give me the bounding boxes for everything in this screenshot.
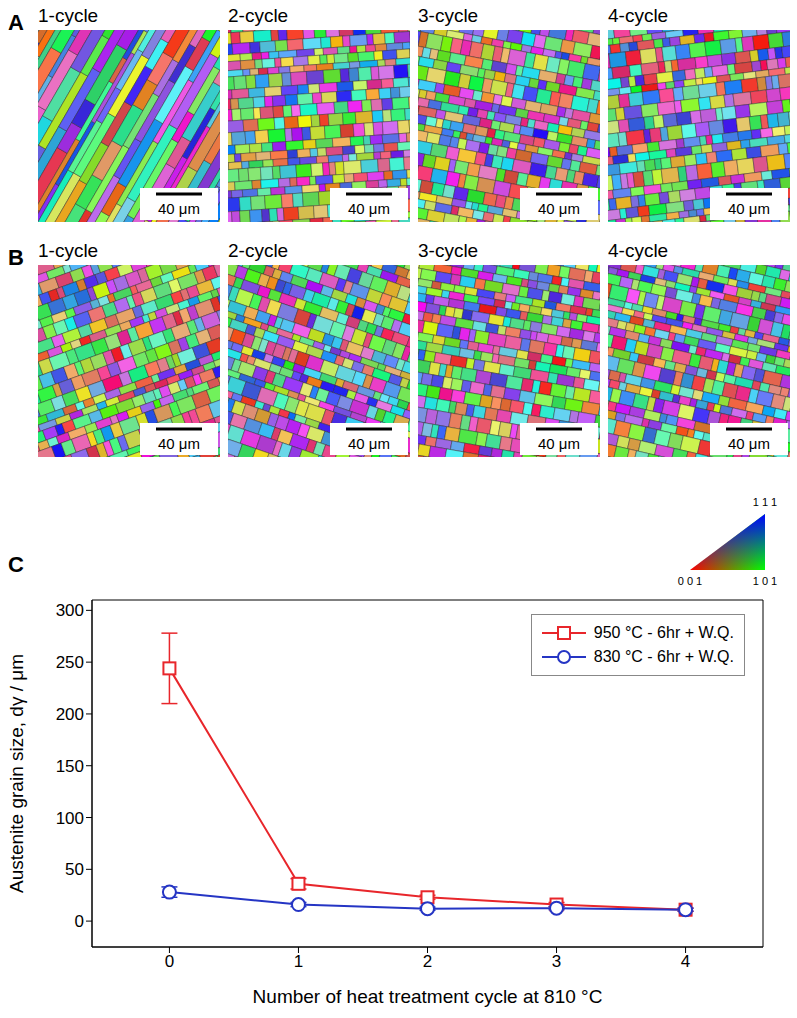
svg-text:300: 300: [56, 601, 84, 620]
html-text:1-cycle: 1-cycle: [38, 240, 99, 261]
html-text:2-cycle: 2-cycle: [228, 240, 289, 261]
svg-text:1 0 1: 1 0 1: [753, 575, 777, 587]
svg-text:250: 250: [56, 653, 84, 672]
html-text:830 °C - 6hr + W.Q.: 830 °C - 6hr + W.Q.: [593, 648, 734, 665]
html-text:3-cycle: 3-cycle: [418, 240, 479, 261]
html-text:4-cycle: 4-cycle: [608, 5, 669, 26]
svg-text:Number of heat treatment cycle: Number of heat treatment cycle at 810 °C: [253, 986, 603, 1007]
svg-text:50: 50: [65, 860, 84, 879]
svg-text:4: 4: [681, 952, 690, 971]
html-text:A: A: [8, 10, 24, 35]
svg-text:40 μm: 40 μm: [158, 435, 200, 452]
svg-text:40 μm: 40 μm: [158, 200, 200, 217]
svg-text:40 μm: 40 μm: [538, 435, 580, 452]
html-text:C: C: [8, 552, 24, 577]
svg-text:40 μm: 40 μm: [728, 435, 770, 452]
svg-text:150: 150: [56, 757, 84, 776]
html-text:3-cycle: 3-cycle: [418, 5, 479, 26]
html-text:950 °C - 6hr + W.Q.: 950 °C - 6hr + W.Q.: [593, 624, 734, 641]
svg-text:200: 200: [56, 705, 84, 724]
html-text:4-cycle: 4-cycle: [608, 240, 669, 261]
svg-text:40 μm: 40 μm: [348, 435, 390, 452]
svg-text:3: 3: [552, 952, 561, 971]
svg-text:1: 1: [294, 952, 303, 971]
html-text:B: B: [8, 245, 24, 270]
svg-text:2: 2: [423, 952, 432, 971]
svg-text:1 1 1: 1 1 1: [753, 496, 777, 508]
svg-text:0: 0: [75, 912, 84, 931]
svg-text:40 μm: 40 μm: [348, 200, 390, 217]
svg-text:40 μm: 40 μm: [538, 200, 580, 217]
svg-text:0 0 1: 0 0 1: [678, 575, 702, 587]
svg-text:100: 100: [56, 809, 84, 828]
svg-text:Austenite grain size, dγ / μm: Austenite grain size, dγ / μm: [6, 654, 27, 893]
html-text:2-cycle: 2-cycle: [228, 5, 289, 26]
svg-text:40 μm: 40 μm: [728, 200, 770, 217]
svg-text:0: 0: [165, 952, 174, 971]
html-text:1-cycle: 1-cycle: [38, 5, 99, 26]
